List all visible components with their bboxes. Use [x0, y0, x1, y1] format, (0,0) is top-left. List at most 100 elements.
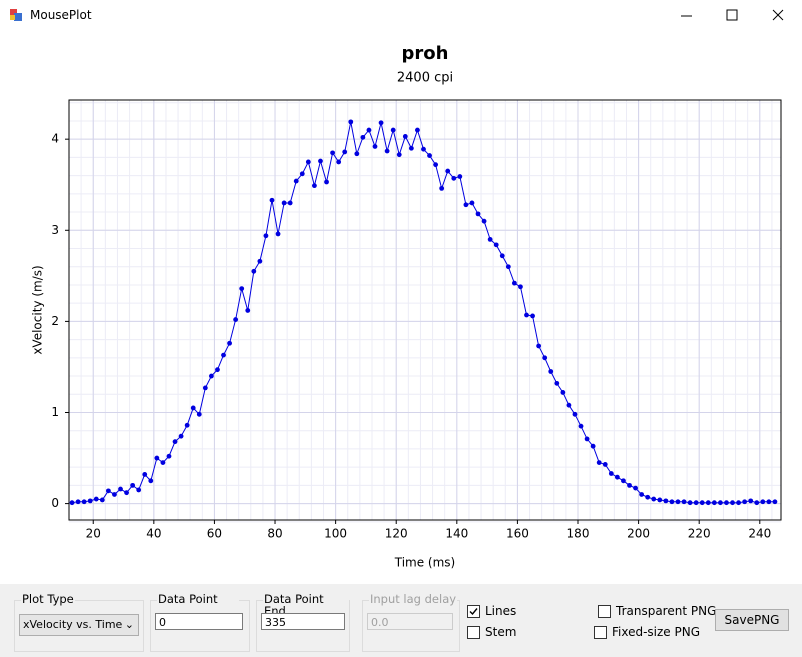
data-point — [536, 343, 542, 349]
data-point — [293, 178, 299, 184]
data-point — [584, 436, 590, 442]
chart-title: proh — [402, 43, 449, 64]
data-point — [645, 494, 651, 500]
data-point — [281, 200, 287, 206]
data-point — [336, 159, 342, 165]
data-point — [142, 472, 148, 477]
data-point — [718, 500, 723, 506]
title-bar: MousePlot — [0, 0, 802, 31]
transparent-checkbox[interactable]: Transparent PNG — [598, 604, 716, 618]
data-point — [239, 286, 245, 291]
data-point — [148, 478, 154, 484]
checkbox[interactable] — [594, 625, 607, 639]
data-point — [221, 352, 226, 358]
data-point — [621, 478, 626, 484]
chart-subtitle: 2400 cpi — [397, 71, 453, 86]
data-point — [469, 200, 475, 206]
check-mark — [469, 607, 478, 615]
data-point — [269, 197, 275, 203]
checkbox[interactable] — [467, 604, 480, 618]
data-point — [245, 308, 251, 313]
data-point — [445, 168, 451, 174]
data-point — [463, 202, 469, 208]
data-point — [154, 455, 160, 461]
data-point — [427, 153, 432, 158]
data-point — [384, 148, 390, 154]
data-point — [560, 390, 566, 395]
checkbox[interactable] — [598, 604, 611, 618]
checkbox[interactable] — [467, 625, 480, 639]
data-point — [378, 120, 384, 126]
data-point — [299, 171, 305, 177]
data-point — [439, 185, 445, 191]
start-input[interactable]: 0 — [155, 613, 243, 630]
data-point — [390, 127, 396, 133]
plot-frame — [68, 99, 782, 521]
x-tick-label: 120 — [385, 527, 408, 541]
data-point — [130, 482, 136, 488]
control-panel: Plot Type xVelocity vs. Time ⌄ Data Point… — [0, 584, 802, 657]
data-point — [530, 313, 535, 319]
data-point — [590, 443, 596, 449]
data-point — [524, 312, 529, 318]
data-point — [136, 487, 142, 493]
data-point — [614, 474, 620, 480]
label: Transparent PNG — [616, 604, 717, 618]
end-input[interactable]: 335 — [261, 613, 345, 630]
x-tick-label: 60 — [207, 527, 222, 541]
data-point — [596, 460, 602, 466]
data-point — [493, 242, 499, 248]
data-point — [348, 119, 354, 125]
data-point — [481, 218, 487, 224]
data-point — [215, 367, 220, 373]
data-point — [275, 231, 281, 237]
data-point — [736, 500, 741, 506]
x-tick-label: 220 — [688, 527, 711, 541]
window-title: MousePlot — [30, 8, 92, 22]
data-point — [639, 492, 645, 497]
data-point — [627, 482, 632, 488]
x-axis-label: Time (ms) — [394, 556, 456, 570]
data-point — [511, 280, 517, 286]
x-tick-label: 240 — [748, 527, 771, 541]
save-button[interactable]: SavePNG — [715, 609, 789, 631]
data-point — [554, 380, 560, 386]
data-point — [724, 500, 729, 506]
x-tick-label: 20 — [86, 527, 101, 541]
lag-group: Input lag delay 0.0 — [362, 593, 460, 652]
x-tick-label: 180 — [567, 527, 590, 541]
fixed-checkbox[interactable]: Fixed-size PNG — [594, 625, 700, 639]
data-point — [257, 258, 263, 264]
lag-input: 0.0 — [367, 613, 453, 630]
data-point — [542, 355, 548, 361]
label: Input lag delay — [369, 592, 458, 606]
data-point — [172, 439, 178, 445]
lines-checkbox[interactable]: Lines — [467, 604, 516, 618]
x-tick-label: 80 — [267, 527, 282, 541]
data-point — [354, 151, 360, 157]
plot-type-dropdown[interactable]: xVelocity vs. Time ⌄ — [19, 614, 139, 636]
data-point — [99, 497, 105, 503]
data-point — [209, 373, 214, 379]
data-point — [663, 498, 669, 504]
data-point — [105, 488, 111, 494]
x-tick-label: 140 — [445, 527, 468, 541]
plot-type-group: Plot Type xVelocity vs. Time ⌄ — [14, 593, 144, 652]
data-point — [366, 127, 372, 133]
y-axis-label: xVelocity (m/s) — [31, 265, 45, 354]
data-point — [566, 402, 572, 408]
label: Data Point Start — [157, 593, 239, 605]
data-point — [324, 179, 329, 185]
data-point — [342, 149, 348, 155]
data-point — [766, 499, 772, 505]
y-tick-label: 2 — [51, 314, 59, 328]
data-point — [75, 499, 81, 505]
data-point — [408, 145, 414, 151]
y-tick-label: 1 — [51, 405, 59, 419]
dropdown-arrow: ⌄ — [124, 618, 134, 631]
data-point — [651, 496, 657, 502]
series-line — [71, 121, 775, 504]
data-point — [112, 492, 117, 497]
stem-checkbox[interactable]: Stem — [467, 625, 516, 639]
